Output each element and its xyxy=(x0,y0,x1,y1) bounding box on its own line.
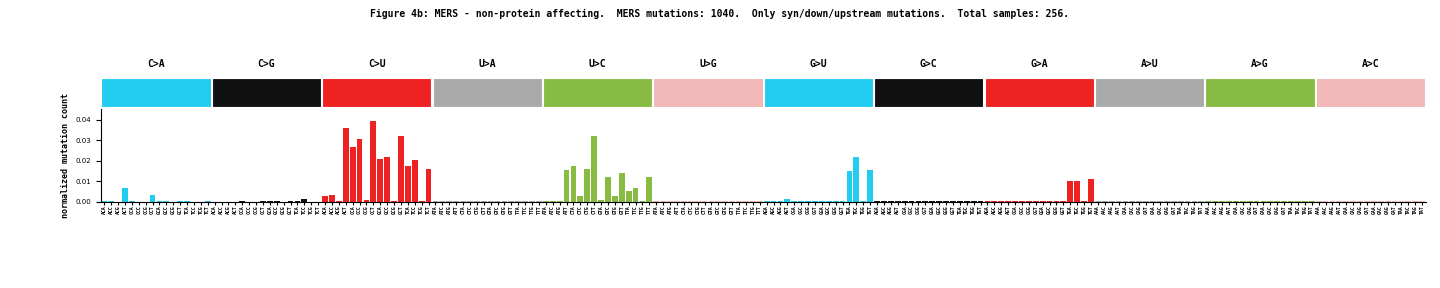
FancyBboxPatch shape xyxy=(874,78,984,107)
Text: U>A: U>A xyxy=(478,59,495,69)
Bar xyxy=(592,136,598,202)
Bar xyxy=(122,188,128,202)
FancyBboxPatch shape xyxy=(1316,78,1426,107)
Bar xyxy=(108,200,114,202)
Text: G>C: G>C xyxy=(920,59,937,69)
Bar xyxy=(570,166,576,202)
Bar xyxy=(612,196,618,202)
Text: A>G: A>G xyxy=(1251,59,1269,69)
Text: A>C: A>C xyxy=(1362,59,1380,69)
Bar xyxy=(323,196,328,202)
FancyBboxPatch shape xyxy=(1205,78,1315,107)
Bar xyxy=(384,157,390,202)
Bar xyxy=(563,170,569,202)
Text: C>U: C>U xyxy=(369,59,386,69)
Y-axis label: normalized mutation count: normalized mutation count xyxy=(60,93,69,218)
Bar xyxy=(392,201,397,202)
Bar xyxy=(405,166,410,202)
Text: Figure 4b: MERS - non-protein affecting.  MERS mutations: 1040.  Only syn/down/u: Figure 4b: MERS - non-protein affecting.… xyxy=(370,9,1070,19)
Text: U>G: U>G xyxy=(700,59,717,69)
Bar xyxy=(426,169,432,202)
Text: U>C: U>C xyxy=(589,59,606,69)
Bar xyxy=(577,196,583,202)
Bar xyxy=(150,196,156,202)
FancyBboxPatch shape xyxy=(543,78,652,107)
Bar xyxy=(343,128,348,202)
Text: C>G: C>G xyxy=(258,59,275,69)
Bar xyxy=(847,171,852,202)
Bar xyxy=(632,188,638,202)
Bar xyxy=(736,201,742,202)
Bar xyxy=(598,200,603,202)
Bar xyxy=(488,201,494,202)
Bar xyxy=(357,139,363,202)
Bar xyxy=(619,173,625,202)
Bar xyxy=(1067,181,1073,202)
Text: G>U: G>U xyxy=(809,59,827,69)
Bar xyxy=(454,201,459,202)
Text: A>U: A>U xyxy=(1140,59,1158,69)
Bar xyxy=(854,157,860,202)
Bar xyxy=(370,121,376,202)
Bar xyxy=(785,198,791,202)
Text: G>A: G>A xyxy=(1031,59,1048,69)
Bar xyxy=(328,195,336,202)
FancyBboxPatch shape xyxy=(323,78,432,107)
Bar xyxy=(516,201,521,202)
Bar xyxy=(626,191,632,202)
Bar xyxy=(350,147,356,202)
Bar xyxy=(867,170,873,202)
Bar xyxy=(647,177,652,202)
Bar xyxy=(701,201,707,202)
Bar xyxy=(377,159,383,202)
Bar xyxy=(1074,181,1080,202)
Text: C>A: C>A xyxy=(147,59,164,69)
FancyBboxPatch shape xyxy=(432,78,541,107)
FancyBboxPatch shape xyxy=(1094,78,1204,107)
Bar xyxy=(419,201,425,202)
FancyBboxPatch shape xyxy=(654,78,763,107)
FancyBboxPatch shape xyxy=(763,78,873,107)
Bar xyxy=(397,136,403,202)
FancyBboxPatch shape xyxy=(212,78,321,107)
FancyBboxPatch shape xyxy=(985,78,1094,107)
Bar xyxy=(605,177,611,202)
Bar xyxy=(1089,179,1094,202)
FancyBboxPatch shape xyxy=(101,78,210,107)
Bar xyxy=(412,160,418,202)
Bar xyxy=(363,200,370,202)
Bar xyxy=(301,199,307,202)
Bar xyxy=(585,169,590,202)
